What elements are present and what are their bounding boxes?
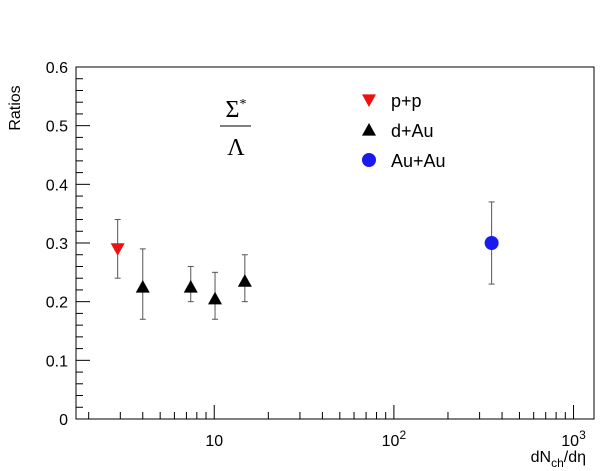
legend-label: p+p bbox=[391, 91, 422, 111]
data-point bbox=[135, 280, 150, 293]
x-tick-label-base: 10 bbox=[205, 433, 223, 450]
y-tick-label: 0.4 bbox=[46, 177, 68, 194]
data-point bbox=[484, 236, 499, 250]
y-tick-label: 0.5 bbox=[46, 119, 68, 136]
axis-ticks bbox=[76, 66, 575, 420]
x-tick-label: 10 bbox=[205, 433, 223, 450]
ratio-numerator-symbol: Σ bbox=[226, 97, 240, 123]
y-tick-label: 0.6 bbox=[46, 60, 68, 77]
legend-marker bbox=[362, 123, 376, 136]
legend-label: d+Au bbox=[391, 121, 434, 141]
y-tick-label: 0.1 bbox=[46, 353, 68, 370]
x-tick-label-base: 10 bbox=[561, 433, 579, 450]
series-d-au bbox=[135, 248, 252, 320]
data-point bbox=[110, 243, 125, 256]
x-tick-label-exponent: 2 bbox=[399, 428, 406, 442]
x-axis-title-tail: /dη bbox=[564, 449, 586, 466]
legend-label: Au+Au bbox=[391, 151, 446, 171]
data-point bbox=[237, 274, 252, 287]
data-point bbox=[208, 291, 223, 305]
series-au-au bbox=[484, 201, 499, 285]
data-point bbox=[183, 280, 198, 293]
x-tick-label-exponent: 3 bbox=[579, 428, 586, 442]
x-tick-label-base: 10 bbox=[382, 433, 400, 450]
tick-labels: 00.10.20.30.40.50.610 102 103 bbox=[46, 60, 586, 450]
x-axis-title: dNch/dη bbox=[531, 449, 586, 470]
series-p-p bbox=[110, 219, 125, 279]
ratio-denominator: Λ bbox=[227, 135, 245, 161]
y-tick-label: 0 bbox=[59, 412, 68, 429]
x-tick-label: 102 bbox=[382, 428, 407, 450]
x-axis-title-sub: ch bbox=[551, 456, 564, 470]
x-tick-label: 103 bbox=[561, 428, 586, 450]
y-tick-label: 0.2 bbox=[46, 295, 68, 312]
data-series bbox=[110, 201, 499, 320]
ratio-annotation: Σ* Λ bbox=[220, 97, 251, 161]
legend-marker bbox=[362, 153, 376, 167]
y-axis-title: Ratios bbox=[7, 85, 24, 130]
legend: p+p d+Au Au+Au bbox=[362, 91, 446, 171]
x-axis-title-main: dN bbox=[531, 449, 551, 466]
ratio-numerator: Σ* bbox=[226, 97, 247, 123]
legend-marker bbox=[362, 94, 376, 107]
ratio-numerator-sup: * bbox=[239, 97, 246, 112]
y-tick-label: 0.3 bbox=[46, 236, 68, 253]
